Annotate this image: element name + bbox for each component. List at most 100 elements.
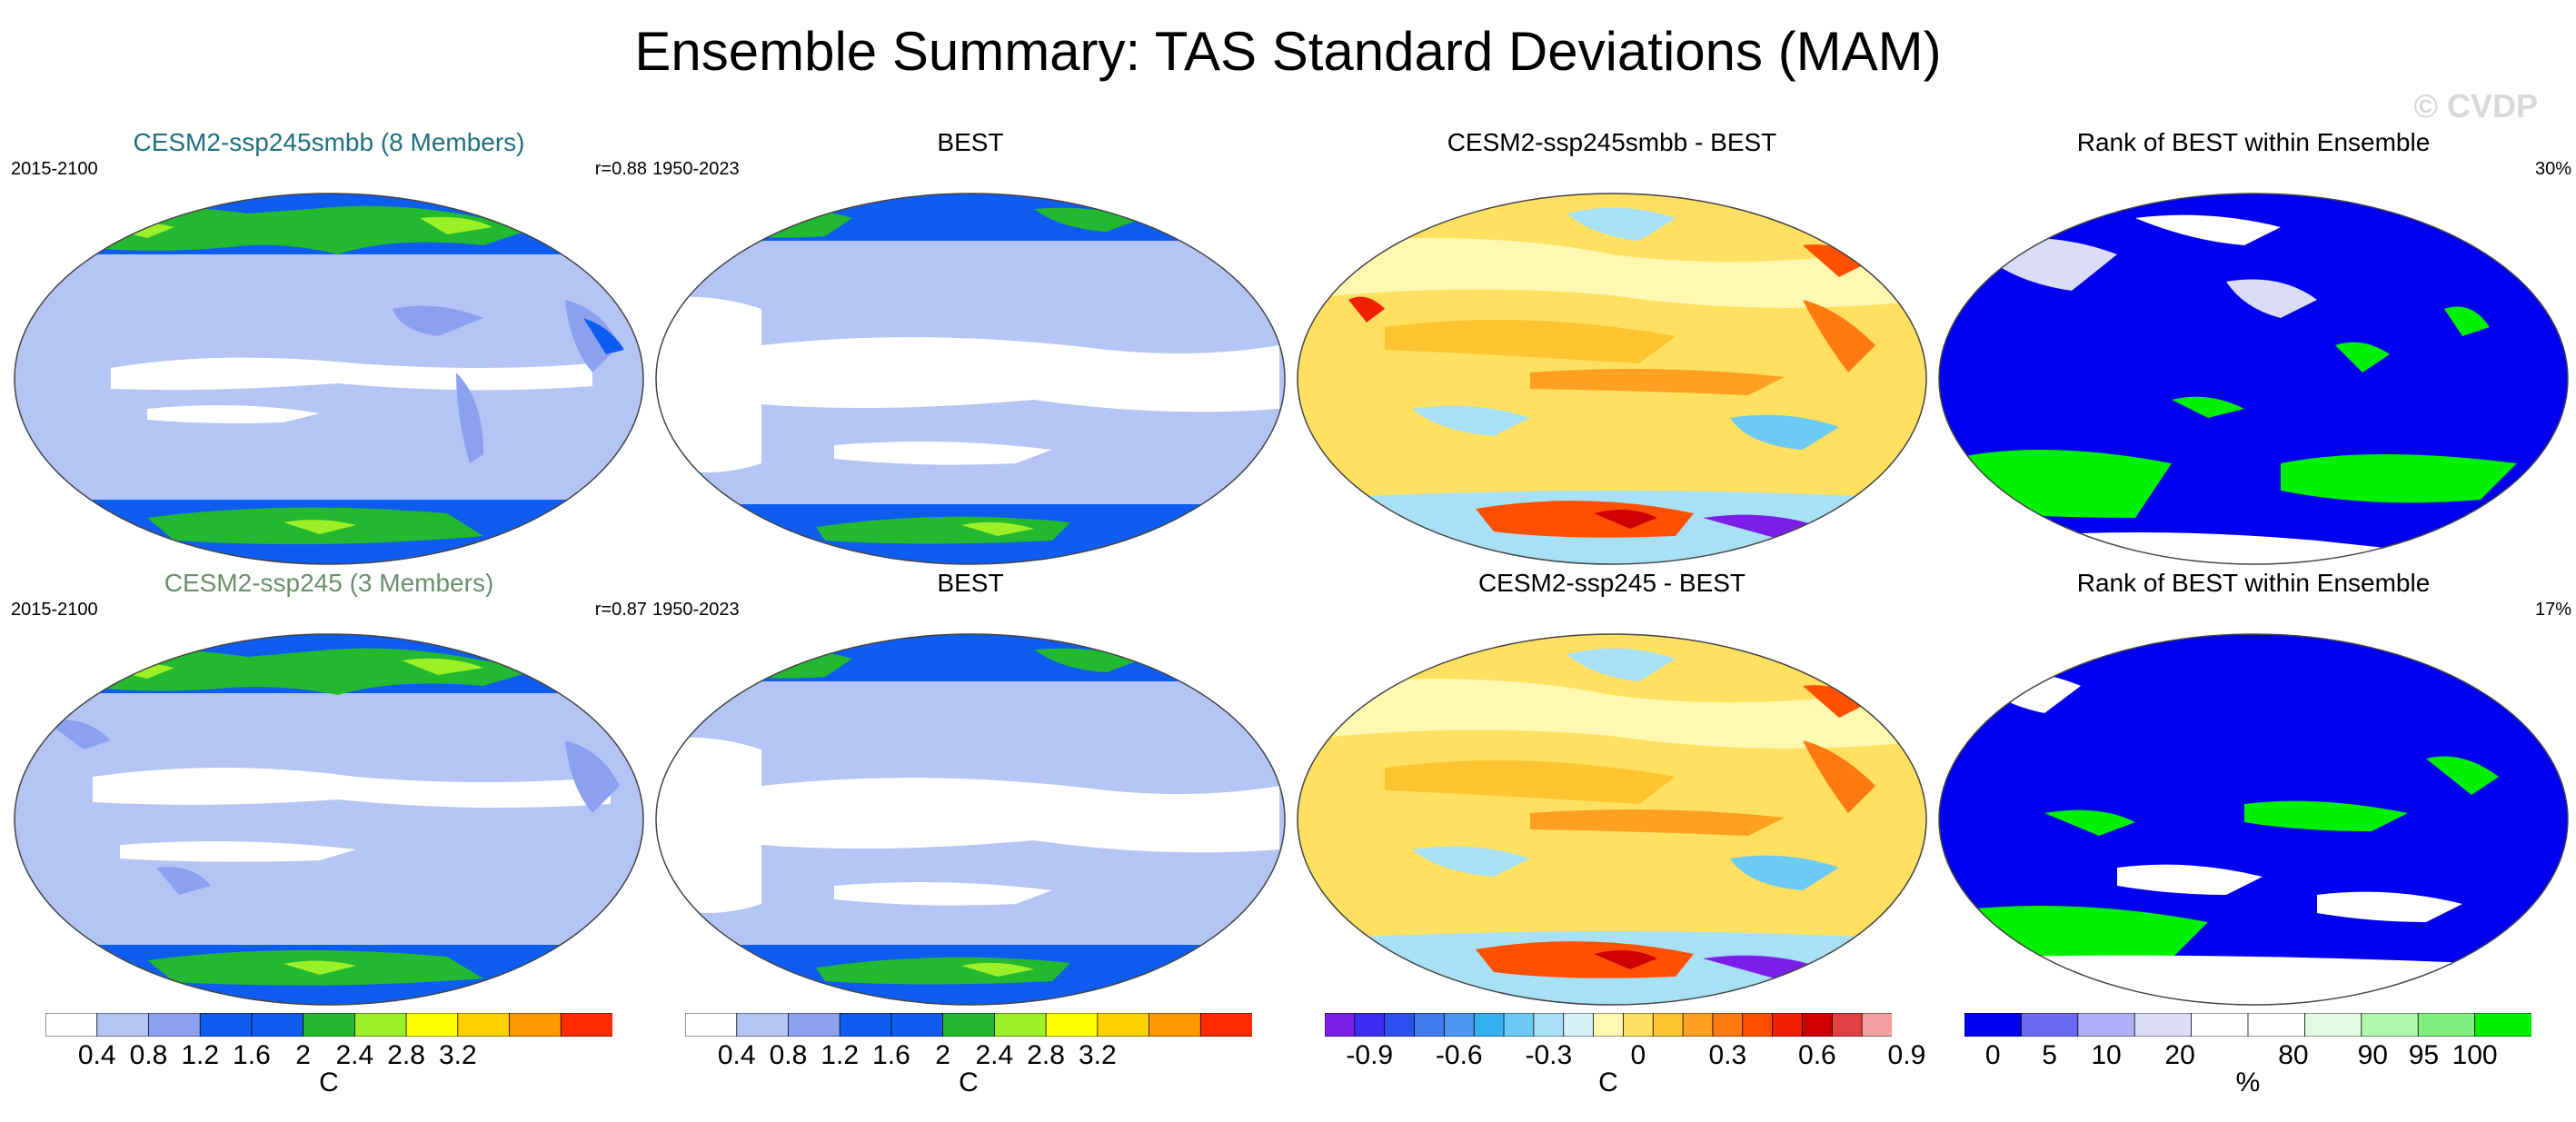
panel-obs-std-row1: BEST 1950-2023 xyxy=(652,127,1288,568)
colorbar-rank: % 0 5 10 20 80 90 95 100 xyxy=(1964,1013,2531,1113)
colorbar-swatch xyxy=(1593,1013,1625,1037)
colorbar-swatch xyxy=(890,1013,944,1037)
correlation-label: r=0.88 xyxy=(594,159,647,179)
colorbar-unit: C xyxy=(1598,1067,1618,1097)
colorbar-swatch xyxy=(2474,1013,2531,1037)
colorbar-tick-label: 0.8 xyxy=(129,1040,168,1070)
colorbar-tick-label: 95 xyxy=(2408,1040,2440,1070)
colorbar-swatch xyxy=(1503,1013,1535,1037)
colorbar-swatch xyxy=(2361,1013,2420,1037)
colorbar-tick-label: 2.4 xyxy=(975,1040,1014,1070)
panel-difference-row1: CESM2-ssp245smbb - BEST xyxy=(1294,127,1930,568)
colorbar-swatch xyxy=(1414,1013,1446,1037)
colorbar-swatch xyxy=(45,1013,98,1037)
colorbar-swatch xyxy=(1533,1013,1565,1037)
map-std xyxy=(14,633,644,1006)
colorbar-unit: % xyxy=(2235,1067,2261,1097)
colorbar-swatch xyxy=(457,1013,511,1037)
colorbar-swatches xyxy=(1964,1013,2531,1037)
colorbar-swatch xyxy=(2417,1013,2476,1037)
colorbar-swatch xyxy=(353,1013,407,1037)
colorbar-swatch xyxy=(1443,1013,1476,1037)
colorbar-tick-label: 20 xyxy=(2164,1040,2195,1070)
colorbar-swatch xyxy=(2247,1013,2306,1037)
colorbar-difference: C -0.9 -0.6 -0.3 0 0.3 0.6 0.9 xyxy=(1325,1013,1925,1113)
colorbar-swatch xyxy=(96,1013,150,1037)
panel-title: CESM2-ssp245 - BEST xyxy=(1477,569,1746,597)
panel-title: Rank of BEST within Ensemble xyxy=(2076,128,2431,156)
panel-title: BEST xyxy=(937,569,1004,597)
colorbar-swatch xyxy=(199,1013,253,1037)
colorbar-swatch xyxy=(405,1013,459,1037)
colorbar-std-obs: C 0.4 0.8 1.2 1.6 2 2.4 2.8 3.2 xyxy=(685,1013,1252,1113)
period-label: 1950-2023 xyxy=(652,600,740,620)
colorbar-swatch xyxy=(560,1013,612,1037)
percent-label: 30% xyxy=(2534,159,2571,179)
colorbar-swatch xyxy=(1199,1013,1252,1037)
colorbar-swatch xyxy=(303,1013,356,1037)
colorbar-swatch xyxy=(1802,1013,1834,1037)
map-difference xyxy=(1297,193,1927,565)
panel-rank-row1: Rank of BEST within Ensemble 30% xyxy=(1935,127,2571,568)
colorbar-tick-label: 90 xyxy=(2357,1040,2388,1070)
cvdp-watermark: © CVDP xyxy=(2413,87,2538,124)
map-std xyxy=(655,193,1286,565)
colorbar-swatch xyxy=(1964,1013,2023,1037)
colorbar-tick-label: 0.3 xyxy=(1708,1040,1747,1070)
colorbar-swatch xyxy=(1097,1013,1150,1037)
colorbar-tick-label: 5 xyxy=(2042,1040,2057,1070)
colorbar-swatch xyxy=(2191,1013,2249,1037)
correlation-label: r=0.87 xyxy=(594,600,647,620)
colorbar-swatch xyxy=(1742,1013,1774,1037)
colorbar-tick-label: 1.2 xyxy=(181,1040,220,1070)
period-label: 1950-2023 xyxy=(652,159,740,179)
map-rank xyxy=(1938,633,2569,1006)
panel-difference-row2: CESM2-ssp245 - BEST xyxy=(1294,568,1930,1008)
colorbar-tick-label: 0.4 xyxy=(77,1040,116,1070)
colorbar-swatch xyxy=(1473,1013,1505,1037)
colorbar-tick-label: -0.6 xyxy=(1435,1040,1483,1070)
colorbar-tick-label: 0.9 xyxy=(1887,1040,1926,1070)
colorbar-swatch xyxy=(1149,1013,1202,1037)
colorbar-swatch xyxy=(1682,1013,1714,1037)
period-label: 2015-2100 xyxy=(11,600,98,620)
colorbar-swatch xyxy=(1831,1013,1864,1037)
period-label: 2015-2100 xyxy=(11,159,98,179)
map-std xyxy=(655,633,1286,1006)
colorbar-swatches xyxy=(685,1013,1252,1037)
colorbar-swatch xyxy=(1563,1013,1595,1037)
colorbar-tick-label: 1.2 xyxy=(821,1040,860,1070)
map-std xyxy=(14,193,644,565)
panel-model-std-row2: CESM2-ssp245 (3 Members) 2015-2100 r=0.8… xyxy=(11,568,647,1008)
colorbar-tick-label: 0.8 xyxy=(769,1040,808,1070)
colorbar-swatch xyxy=(2077,1013,2136,1037)
colorbar-tick-label: 3.2 xyxy=(438,1040,477,1070)
colorbar-tick-label: 0.6 xyxy=(1798,1040,1836,1070)
colorbar-swatches xyxy=(45,1013,612,1037)
colorbar-swatch xyxy=(1623,1013,1655,1037)
colorbar-tick-label: 1.6 xyxy=(233,1040,271,1070)
colorbar-tick-label: 2 xyxy=(935,1040,950,1070)
colorbar-swatch xyxy=(839,1013,892,1037)
colorbar-swatch xyxy=(788,1013,841,1037)
colorbar-tick-label: 1.6 xyxy=(872,1040,910,1070)
colorbar-swatch xyxy=(2021,1013,2079,1037)
colorbar-swatch xyxy=(1354,1013,1386,1037)
colorbar-swatch xyxy=(148,1013,202,1037)
percent-label: 17% xyxy=(2534,600,2571,620)
colorbar-swatch xyxy=(2303,1013,2362,1037)
colorbar-tick-label: 3.2 xyxy=(1078,1040,1117,1070)
panel-rank-row2: Rank of BEST within Ensemble 17% xyxy=(1935,568,2571,1008)
colorbar-tick-label: 0.4 xyxy=(717,1040,756,1070)
colorbar-tick-label: 100 xyxy=(2452,1040,2498,1070)
colorbar-tick-label: 2 xyxy=(295,1040,311,1070)
colorbar-tick-label: 80 xyxy=(2278,1040,2309,1070)
colorbar-swatch xyxy=(942,1013,996,1037)
colorbar-swatch xyxy=(1772,1013,1804,1037)
colorbar-unit: C xyxy=(319,1067,339,1097)
colorbar-unit: C xyxy=(959,1067,979,1097)
panel-title: BEST xyxy=(937,128,1004,156)
colorbar-swatch xyxy=(993,1013,1047,1037)
colorbar-tick-label: -0.9 xyxy=(1346,1040,1394,1070)
colorbar-swatches xyxy=(1325,1013,1892,1037)
